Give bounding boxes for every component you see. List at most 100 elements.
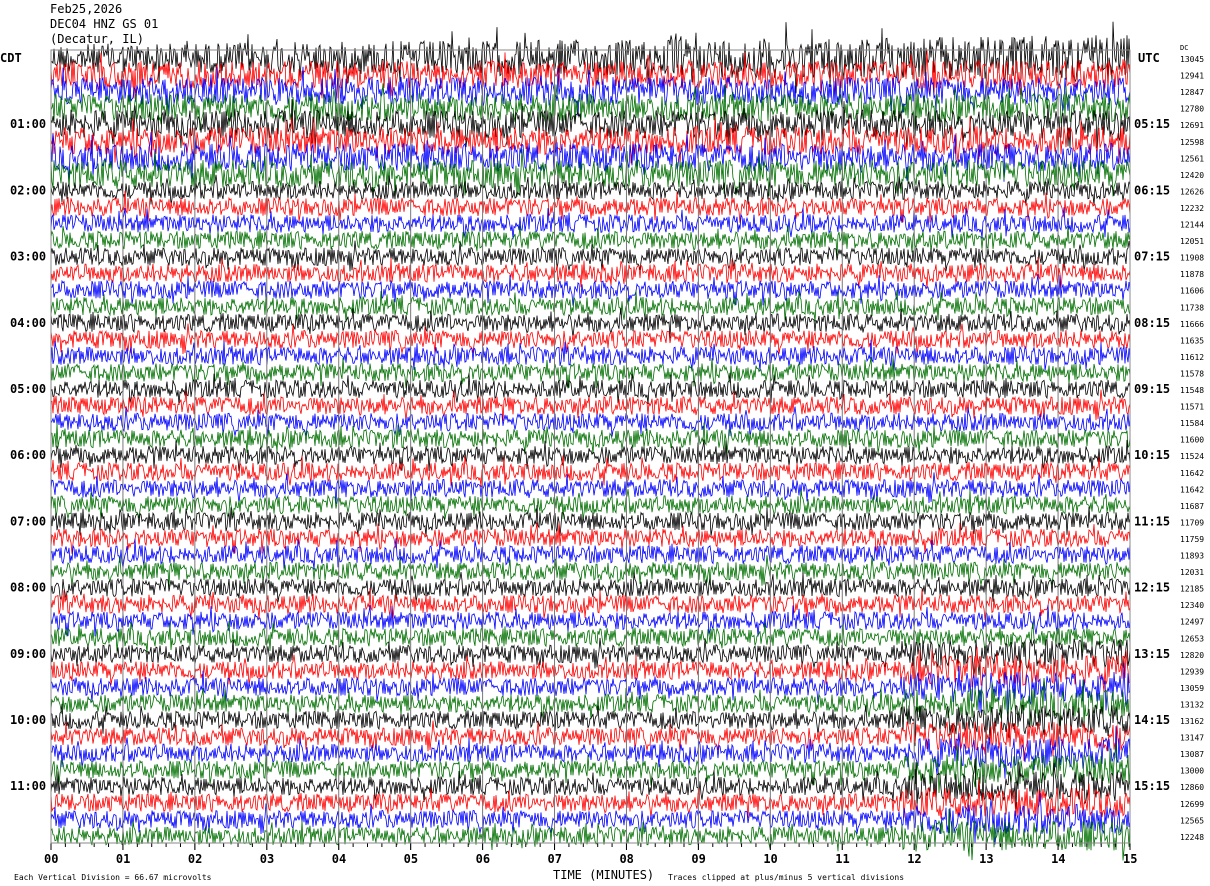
trace-line-6 — [50, 132, 1131, 182]
right-hour-label: 07:15 — [1134, 250, 1170, 264]
dc-offset-label: 12248 — [1180, 833, 1204, 842]
x-tick-label: 02 — [188, 852, 202, 866]
right-hour-label: 09:15 — [1134, 382, 1170, 396]
dc-offset-label: 12860 — [1180, 783, 1204, 792]
right-hour-label: 11:15 — [1134, 514, 1170, 528]
trace-line-26 — [50, 472, 1131, 505]
dc-offset-label: 11687 — [1180, 502, 1204, 511]
trace-line-12 — [50, 240, 1131, 272]
x-axis-label: TIME (MINUTES) — [553, 868, 654, 882]
left-hour-label: 01:00 — [10, 117, 46, 131]
left-hour-label: 08:00 — [10, 581, 46, 595]
title-station: DEC04 HNZ GS 01 — [50, 17, 158, 31]
dc-offset-label: 12691 — [1180, 121, 1204, 130]
dc-offset-label: 12780 — [1180, 105, 1204, 114]
right-hour-label: 08:15 — [1134, 316, 1170, 330]
trace-line-42 — [50, 726, 1131, 779]
dc-offset-label: 12626 — [1180, 187, 1204, 196]
x-tick-label: 13 — [979, 852, 993, 866]
dc-offset-label: 11600 — [1180, 436, 1204, 445]
dc-offset-label: 12941 — [1180, 72, 1204, 81]
trace-line-9 — [50, 190, 1131, 223]
left-hour-label: 03:00 — [10, 250, 46, 264]
trace-line-18 — [50, 339, 1131, 372]
trace-line-15 — [50, 290, 1131, 323]
x-tick-label: 15 — [1123, 852, 1137, 866]
dc-offset-label: 11584 — [1180, 419, 1204, 428]
trace-line-36 — [50, 637, 1131, 676]
trace-line-20 — [50, 372, 1131, 405]
left-hour-label: 09:00 — [10, 647, 46, 661]
trace-line-4 — [50, 99, 1131, 150]
dc-offset-label: 12031 — [1180, 568, 1204, 577]
dc-offset-label: 11524 — [1180, 452, 1204, 461]
dc-offset-label: 13000 — [1180, 767, 1204, 776]
x-tick-label: 01 — [116, 852, 130, 866]
dc-offset-label: 11642 — [1180, 485, 1204, 494]
trace-line-28 — [50, 505, 1131, 537]
right-hour-label: 12:15 — [1134, 581, 1170, 595]
trace-line-21 — [50, 389, 1131, 422]
dc-offset-label: 12051 — [1180, 237, 1204, 246]
right-hour-label: 13:15 — [1134, 647, 1170, 661]
x-tick-label: 05 — [404, 852, 418, 866]
left-timezone: CDT — [0, 51, 22, 65]
trace-line-37 — [50, 646, 1131, 692]
trace-line-13 — [50, 256, 1131, 289]
left-hour-label: 07:00 — [10, 514, 46, 528]
trace-line-34 — [50, 604, 1131, 637]
trace-line-29 — [50, 522, 1131, 554]
dc-offset-label: 11635 — [1180, 336, 1204, 345]
dc-offset-label: 12185 — [1180, 585, 1204, 594]
trace-line-8 — [50, 174, 1131, 206]
dc-offset-label: 11666 — [1180, 320, 1204, 329]
trace-line-17 — [50, 323, 1131, 355]
x-tick-label: 12 — [907, 852, 921, 866]
left-hour-label: 11:00 — [10, 779, 46, 793]
dc-offset-label: 12847 — [1180, 88, 1204, 97]
x-tick-label: 11 — [835, 852, 849, 866]
trace-line-45 — [50, 779, 1131, 819]
dc-offset-label: 11548 — [1180, 386, 1204, 395]
x-tick-label: 07 — [548, 852, 562, 866]
clip-note: Traces clipped at plus/minus 5 vertical … — [668, 873, 904, 882]
title-location: (Decatur, IL) — [50, 32, 144, 46]
right-hour-label: 14:15 — [1134, 713, 1170, 727]
trace-line-14 — [50, 274, 1131, 306]
dc-offset-label: 11893 — [1180, 552, 1204, 561]
dc-offset-label: 13132 — [1180, 700, 1204, 709]
x-tick-label: 10 — [763, 852, 777, 866]
scale-note: Each Vertical Division = 66.67 microvolt… — [14, 873, 212, 882]
right-timezone: UTC — [1138, 51, 1160, 65]
trace-line-40 — [50, 703, 1131, 747]
dc-offset-label: 12598 — [1180, 138, 1204, 147]
right-hour-label: 06:15 — [1134, 183, 1170, 197]
trace-line-39 — [50, 677, 1131, 729]
trace-line-38 — [50, 662, 1131, 713]
left-hour-label: 05:00 — [10, 382, 46, 396]
title-date: Feb25,2026 — [50, 2, 122, 16]
dc-offset-label: 13059 — [1180, 684, 1204, 693]
dc-offset-label: 11759 — [1180, 535, 1204, 544]
left-hour-label: 06:00 — [10, 448, 46, 462]
x-tick-label: 04 — [332, 852, 346, 866]
trace-line-5 — [50, 116, 1131, 166]
x-tick-label: 08 — [619, 852, 633, 866]
dc-offset-label: 12939 — [1180, 667, 1204, 676]
dc-offset-label: 13147 — [1180, 734, 1204, 743]
dc-offset-label: 11606 — [1180, 287, 1204, 296]
trace-line-2 — [50, 66, 1131, 117]
dc-offset-label: 12232 — [1180, 204, 1204, 213]
dc-offset-label: 11571 — [1180, 403, 1204, 412]
x-tick-label: 06 — [476, 852, 490, 866]
right-hour-label: 10:15 — [1134, 448, 1170, 462]
dc-offset-label: 12653 — [1180, 634, 1204, 643]
x-tick-label: 09 — [691, 852, 705, 866]
dc-offset-label: 11709 — [1180, 518, 1204, 527]
dc-offset-label: 13045 — [1180, 55, 1204, 64]
trace-line-10 — [50, 207, 1131, 240]
trace-line-16 — [50, 308, 1131, 339]
trace-line-24 — [50, 439, 1131, 472]
left-hour-label: 02:00 — [10, 183, 46, 197]
